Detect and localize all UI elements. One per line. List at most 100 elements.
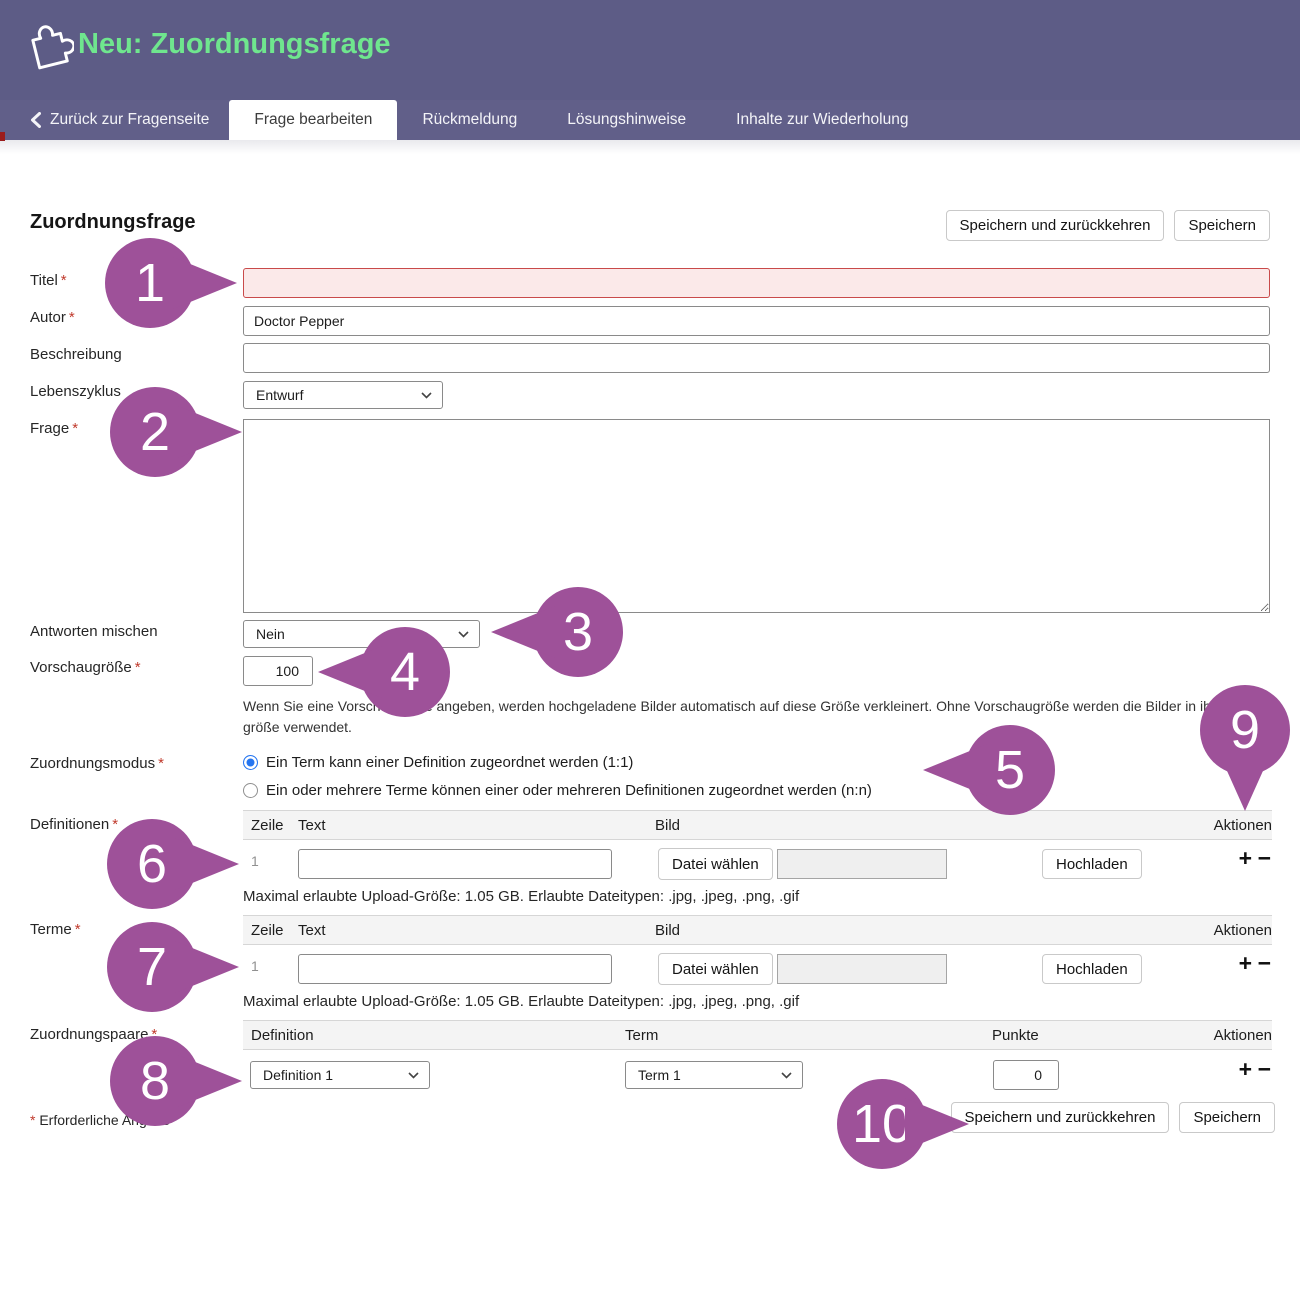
definition-file-name-box[interactable] xyxy=(777,849,947,879)
col-text: Text xyxy=(298,922,326,939)
required-asterisk: * xyxy=(30,1112,36,1128)
callout-marker-8: 8 xyxy=(110,1036,200,1126)
callout-marker-9: 9 xyxy=(1200,685,1290,775)
save-and-return-button[interactable]: Speichern und zurückkehren xyxy=(945,210,1165,241)
callout-number: 4 xyxy=(389,642,421,702)
pair-definition-select[interactable]: Definition 1 xyxy=(250,1061,430,1089)
save-button[interactable]: Speichern xyxy=(1179,1102,1275,1133)
frage-textarea[interactable] xyxy=(243,419,1270,613)
definition-file-choose-button[interactable]: Datei wählen xyxy=(658,848,773,880)
chevron-down-icon xyxy=(781,1071,792,1079)
top-toolbar: Speichern und zurückkehren Speichern xyxy=(945,210,1270,241)
col-punkte: Punkte xyxy=(992,1027,1039,1044)
callout-number: 9 xyxy=(1229,700,1261,760)
definitionen-table-header xyxy=(243,810,1272,840)
add-row-icon[interactable]: + xyxy=(1238,950,1252,976)
pair-points-input[interactable] xyxy=(993,1060,1059,1090)
tab-bar: Zurück zur Fragenseite Frage bearbeiten … xyxy=(0,100,1300,140)
mode-1to1-option[interactable]: Ein Term kann einer Definition zugeordne… xyxy=(243,754,633,771)
save-and-return-button[interactable]: Speichern und zurückkehren xyxy=(950,1102,1170,1133)
edge-artifact xyxy=(0,132,5,141)
selected-option: Entwurf xyxy=(256,387,304,403)
tab-label: Inhalte zur Wiederholung xyxy=(736,111,909,128)
col-bild: Bild xyxy=(655,817,681,834)
zuordnungsmodus-label: Zuordnungsmodus * xyxy=(30,755,164,772)
add-row-icon[interactable]: + xyxy=(1238,1056,1252,1082)
term-file-name-box[interactable] xyxy=(777,954,947,984)
radio-unselected-icon[interactable] xyxy=(243,783,258,798)
antworten-mischen-select[interactable]: Nein xyxy=(243,620,480,648)
tab-label: Rückmeldung xyxy=(422,111,518,128)
zuordnungspaare-label: Zuordnungspaare * xyxy=(30,1026,158,1043)
tab-rueckmeldung[interactable]: Rückmeldung xyxy=(397,100,542,140)
callout-marker-6: 6 xyxy=(107,819,197,909)
mode-nton-option[interactable]: Ein oder mehrere Terme können einer oder… xyxy=(243,782,872,799)
required-asterisk: * xyxy=(112,816,119,833)
vorschaugroesse-input[interactable] xyxy=(243,656,313,686)
tab-inhalte-zur-wiederholung[interactable]: Inhalte zur Wiederholung xyxy=(711,100,933,140)
chevron-down-icon xyxy=(421,391,432,399)
terme-upload-hint: Maximal erlaubte Upload-Größe: 1.05 GB. … xyxy=(243,993,800,1010)
callout-marker-7: 7 xyxy=(107,922,197,1012)
callout-marker-2: 2 xyxy=(110,387,200,477)
bottom-toolbar: Speichern und zurückkehren Speichern xyxy=(950,1102,1275,1133)
col-term: Term xyxy=(625,1027,659,1044)
vorschaugroesse-help-line2: größe verwendet. xyxy=(243,719,352,735)
col-definition: Definition xyxy=(251,1027,314,1044)
callout-marker-10: 10 xyxy=(837,1079,927,1169)
tabbar-shadow xyxy=(0,140,1300,154)
callout-marker-3: 3 xyxy=(533,587,623,677)
remove-row-icon[interactable]: − xyxy=(1257,950,1271,976)
mode-1to1-label: Ein Term kann einer Definition zugeordne… xyxy=(266,754,634,771)
chevron-down-icon xyxy=(408,1071,419,1079)
callout-number: 1 xyxy=(134,253,166,313)
lebenszyklus-select[interactable]: Entwurf xyxy=(243,381,443,409)
col-zeile: Zeile xyxy=(251,922,284,939)
radio-selected-icon[interactable] xyxy=(243,755,258,770)
tab-back-to-question-page[interactable]: Zurück zur Fragenseite xyxy=(30,100,229,140)
tab-label: Lösungshinweise xyxy=(567,111,687,128)
col-aktionen: Aktionen xyxy=(1213,817,1272,834)
zuordnungspaare-table-header xyxy=(243,1020,1272,1050)
autor-label: Autor * xyxy=(30,309,75,326)
form-heading: Zuordnungsfrage xyxy=(30,211,196,233)
callout-number: 7 xyxy=(136,937,168,997)
terme-table-header xyxy=(243,915,1272,945)
definition-text-input[interactable] xyxy=(298,849,612,879)
remove-row-icon[interactable]: − xyxy=(1257,845,1271,871)
required-asterisk: * xyxy=(158,755,164,772)
tab-frage-bearbeiten[interactable]: Frage bearbeiten xyxy=(229,100,398,140)
callout-marker-5: 5 xyxy=(965,725,1055,815)
tab-label: Frage bearbeiten xyxy=(254,111,373,128)
titel-input[interactable] xyxy=(243,268,1270,298)
beschreibung-input[interactable] xyxy=(243,343,1270,373)
term-upload-button[interactable]: Hochladen xyxy=(1042,954,1142,984)
callout-number: 5 xyxy=(994,740,1026,800)
autor-input[interactable] xyxy=(243,306,1270,336)
required-asterisk: * xyxy=(151,1026,158,1043)
callout-number: 10 xyxy=(851,1094,913,1154)
required-asterisk: * xyxy=(60,272,67,289)
term-text-input[interactable] xyxy=(298,954,612,984)
row-number: 1 xyxy=(251,958,259,974)
callout-number: 2 xyxy=(139,402,171,462)
vorschaugroesse-label: Vorschaugröße * xyxy=(30,659,141,676)
add-row-icon[interactable]: + xyxy=(1238,845,1252,871)
definitionen-label: Definitionen * xyxy=(30,816,119,833)
term-file-choose-button[interactable]: Datei wählen xyxy=(658,953,773,985)
callout-number: 6 xyxy=(136,834,168,894)
puzzle-icon xyxy=(22,18,76,75)
save-button[interactable]: Speichern xyxy=(1174,210,1270,241)
mode-nton-label: Ein oder mehrere Terme können einer oder… xyxy=(266,782,872,799)
chevron-left-icon xyxy=(31,112,41,128)
required-asterisk: * xyxy=(68,309,75,326)
tab-loesungshinweise[interactable]: Lösungshinweise xyxy=(542,100,711,140)
tab-label: Zurück zur Fragenseite xyxy=(50,111,210,128)
definition-upload-button[interactable]: Hochladen xyxy=(1042,849,1142,879)
remove-row-icon[interactable]: − xyxy=(1257,1056,1271,1082)
required-asterisk: * xyxy=(74,921,81,938)
col-zeile: Zeile xyxy=(251,817,284,834)
pair-term-select[interactable]: Term 1 xyxy=(625,1061,803,1089)
col-aktionen: Aktionen xyxy=(1213,1027,1272,1044)
page-title: Neu: Zuordnungsfrage xyxy=(78,28,391,60)
